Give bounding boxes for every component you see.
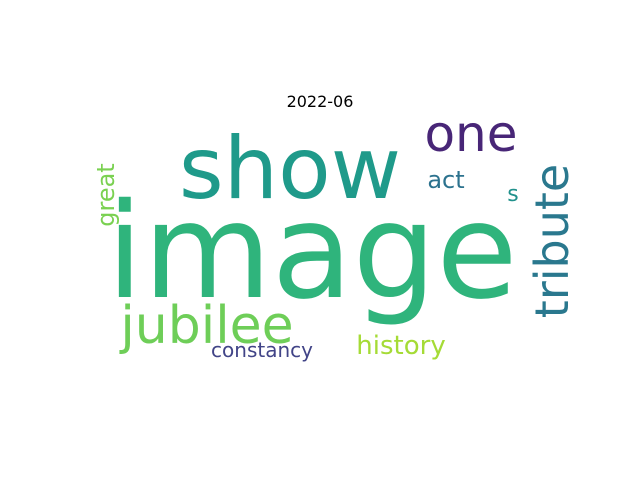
word-tribute: tribute: [525, 164, 579, 318]
word-one: one: [424, 105, 517, 163]
word-history: history: [356, 331, 445, 361]
word-jubilee: jubilee: [119, 296, 293, 356]
word-s: s: [507, 182, 518, 207]
word-great: great: [92, 163, 120, 226]
chart-title: 2022-06: [286, 92, 354, 111]
word-constancy: constancy: [211, 338, 313, 362]
word-act: act: [427, 166, 464, 194]
word-show: show: [179, 119, 401, 219]
word-image: image: [106, 175, 517, 329]
